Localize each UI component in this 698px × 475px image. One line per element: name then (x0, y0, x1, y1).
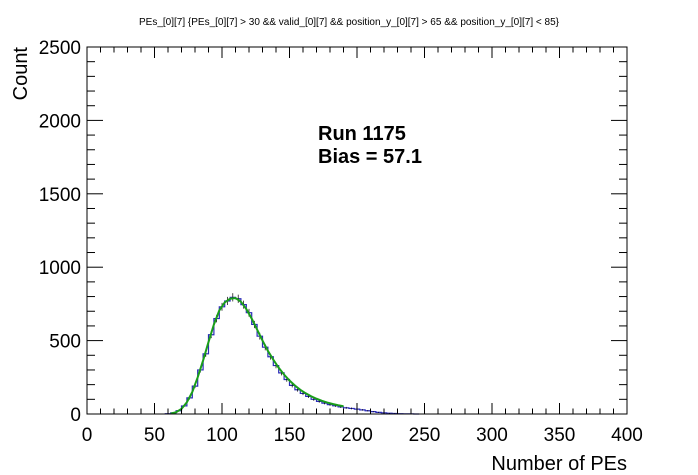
x-tick-label: 150 (274, 425, 306, 446)
x-tick-label: 0 (82, 425, 93, 446)
y-tick-label: 2000 (39, 111, 81, 132)
y-tick-label: 1500 (39, 185, 81, 206)
chart-title: PEs_[0][7] {PEs_[0][7] > 30 && valid_[0]… (139, 17, 560, 28)
y-tick-label: 500 (49, 332, 81, 353)
fit-curve (170, 296, 344, 415)
annotations: Run 1175 Bias = 57.1 (318, 123, 422, 168)
y-axis-title: Count (10, 47, 32, 101)
x-axis-title: Number of PEs (491, 453, 627, 475)
y-tick-label: 0 (70, 405, 81, 426)
x-tick-label: 250 (409, 425, 441, 446)
x-tick-label: 50 (144, 425, 165, 446)
histogram-outline (164, 296, 420, 415)
x-tick-label: 200 (341, 425, 373, 446)
y-tick-label: 2500 (39, 38, 81, 59)
x-tick-label: 400 (611, 425, 643, 446)
ticks-layer: 0 50 100 150 200 250 300 350 400 0 500 1000 1500 2000… (39, 38, 643, 446)
y-tick-label: 1000 (39, 258, 81, 279)
annotation-run: Run 1175 (318, 123, 406, 145)
annotation-bias: Bias = 57.1 (318, 146, 422, 168)
series-layer (164, 293, 420, 415)
x-tick-label: 100 (206, 425, 238, 446)
x-tick-label: 300 (476, 425, 508, 446)
plot-frame (86, 46, 628, 415)
x-tick-label: 350 (544, 425, 576, 446)
